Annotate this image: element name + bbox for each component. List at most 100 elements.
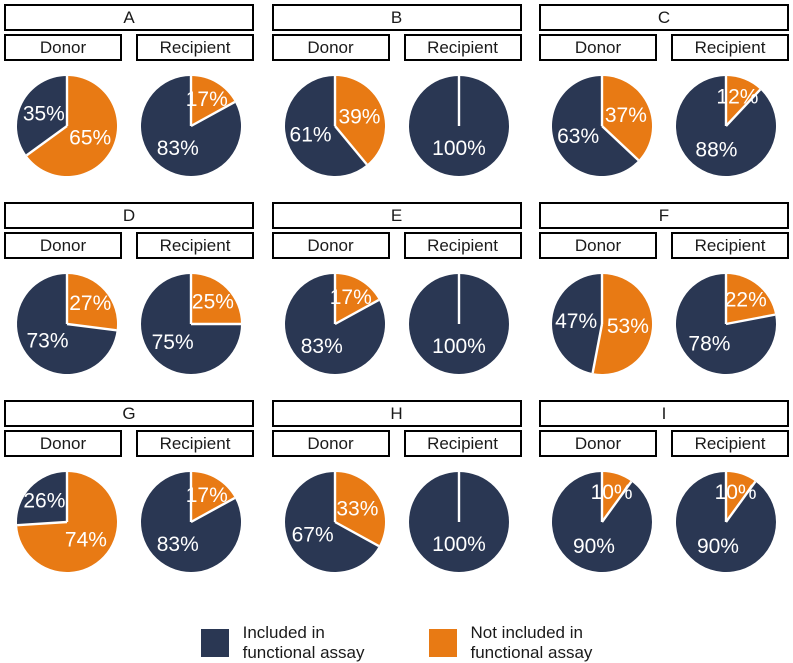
- group-headers: Donor Recipient: [271, 430, 522, 457]
- recipient-header: Recipient: [136, 232, 254, 259]
- recipient-header: Recipient: [136, 430, 254, 457]
- facet-panel-D: D Donor Recipient 27% 73% 25% 75%: [4, 202, 254, 379]
- group-headers: Donor Recipient: [271, 34, 522, 61]
- slice-not-included: [191, 472, 235, 522]
- group-headers: Donor Recipient: [4, 232, 254, 259]
- slice-included: [284, 472, 379, 572]
- panel-label-C: C: [539, 4, 789, 31]
- legend-item-included: Included in functional assay: [200, 623, 365, 663]
- group-headers: Donor Recipient: [271, 232, 522, 259]
- slice-divider: [591, 323, 604, 374]
- slice-not-included: [191, 76, 235, 126]
- pie-pair: 17% 83% 100%: [272, 269, 522, 379]
- legend-item-not-included: Not included in functional assay: [428, 623, 593, 663]
- pie-pair: 74% 26% 17% 83%: [4, 467, 254, 577]
- donor-header: Donor: [4, 430, 122, 457]
- recipient-header: Recipient: [403, 430, 522, 457]
- slice-not-included: [592, 274, 653, 374]
- recipient-pie-D: 25% 75%: [141, 274, 241, 374]
- pie-percent-label: 78%: [688, 333, 730, 356]
- panel-label-G: G: [4, 400, 254, 427]
- facet-panel-H: H Donor Recipient 33% 67% 100%: [271, 400, 522, 577]
- donor-pie-F: 53% 47%: [552, 274, 653, 374]
- recipient-header: Recipient: [403, 34, 522, 61]
- donor-pie-G: 74%26%: [17, 472, 118, 572]
- pie-percent-label: 100%: [432, 335, 486, 358]
- facet-grid: A Donor Recipient 65% 35% 17% 83% B Donor …: [4, 4, 789, 577]
- pie-percent-label: 33%: [336, 497, 378, 520]
- panel-label-I: I: [539, 400, 789, 427]
- donor-header: Donor: [271, 430, 390, 457]
- slice-divider: [601, 125, 640, 162]
- pie-percent-label: 83%: [157, 137, 199, 160]
- slice-divider: [601, 480, 633, 523]
- pie-percent-label: 35%: [23, 103, 65, 126]
- slice-included: [284, 76, 367, 176]
- pie-percent-label: 67%: [291, 524, 333, 547]
- group-headers: Donor Recipient: [539, 232, 789, 259]
- slice-included: [17, 76, 67, 156]
- slice-divider: [66, 322, 117, 332]
- legend: Included in functional assay Not include…: [4, 623, 789, 663]
- donor-pie-E: 17% 83%: [284, 274, 385, 374]
- pie-percent-label: 10%: [591, 481, 633, 504]
- donor-header: Donor: [271, 232, 390, 259]
- legend-label-included: Included in functional assay: [242, 623, 365, 663]
- pie-percent-label: 47%: [555, 310, 597, 333]
- pie-percent-label: 17%: [186, 484, 228, 507]
- facet-panel-B: B Donor Recipient 39% 61% 100%: [271, 4, 522, 181]
- facet-panel-E: E Donor Recipient 17% 83% 100%: [271, 202, 522, 379]
- panel-label-A: A: [4, 4, 254, 31]
- recipient-pie-H: 100%: [408, 472, 509, 572]
- recipient-header: Recipient: [671, 232, 789, 259]
- slice-divider: [725, 480, 757, 523]
- pie-percent-label: 90%: [697, 535, 739, 558]
- pie-pair: 37% 63% 12% 88%: [539, 71, 789, 181]
- donor-header: Donor: [4, 232, 122, 259]
- pie-percent-label: 39%: [338, 106, 380, 129]
- pie-percent-label: 17%: [186, 88, 228, 111]
- included-color-swatch: [200, 629, 229, 658]
- facet-panel-C: C Donor Recipient 37% 63% 12% 88%: [539, 4, 789, 181]
- legend-label-not-included: Not included in functional assay: [470, 623, 593, 663]
- panel-label-F: F: [539, 202, 789, 229]
- pie-percent-label: 74%: [65, 528, 107, 551]
- recipient-header: Recipient: [671, 34, 789, 61]
- recipient-header: Recipient: [403, 232, 522, 259]
- pie-percent-label: 26%: [23, 489, 65, 512]
- pie-percent-label: 37%: [605, 104, 647, 127]
- panel-label-B: B: [271, 4, 522, 31]
- slice-not-included: [726, 274, 776, 324]
- recipient-pie-F: 22% 78%: [675, 274, 776, 374]
- facet-panel-F: F Donor Recipient 53% 47% 22% 78%: [539, 202, 789, 379]
- facet-panel-A: A Donor Recipient 65% 35% 17% 83%: [4, 4, 254, 181]
- donor-header: Donor: [539, 430, 657, 457]
- pie-pair: 65% 35% 17% 83%: [4, 71, 254, 181]
- donor-header: Donor: [271, 34, 390, 61]
- slice-divider: [190, 100, 236, 128]
- slice-not-included: [67, 274, 118, 331]
- recipient-header: Recipient: [671, 430, 789, 457]
- pie-percent-label: 12%: [716, 86, 758, 109]
- slice-not-included: [26, 76, 118, 176]
- slice-divider: [333, 298, 379, 326]
- recipient-pie-G: 17% 83%: [141, 472, 242, 572]
- group-headers: Donor Recipient: [4, 430, 254, 457]
- recipient-pie-I: 10% 90%: [675, 472, 776, 572]
- pie-pair: 53% 47% 22% 78%: [539, 269, 789, 379]
- pie-percent-label: 25%: [192, 291, 234, 314]
- pie-percent-label: 22%: [725, 289, 767, 312]
- pie-pair: 39% 61% 100%: [272, 71, 522, 181]
- donor-pie-C: 37% 63%: [552, 76, 653, 176]
- slice-not-included: [334, 274, 379, 324]
- recipient-header: Recipient: [136, 34, 254, 61]
- group-headers: Donor Recipient: [539, 430, 789, 457]
- donor-header: Donor: [539, 34, 657, 61]
- pie-percent-label: 83%: [157, 533, 199, 556]
- pie-pair: 10% 90% 10% 90%: [539, 467, 789, 577]
- pie-percent-label: 100%: [432, 533, 486, 556]
- slice-divider: [190, 496, 236, 524]
- panel-label-E: E: [271, 202, 522, 229]
- recipient-pie-B: 100%: [408, 76, 509, 176]
